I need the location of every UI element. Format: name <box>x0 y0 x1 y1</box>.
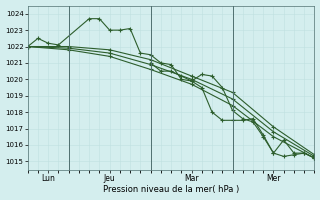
X-axis label: Pression niveau de la mer( hPa ): Pression niveau de la mer( hPa ) <box>103 185 239 194</box>
